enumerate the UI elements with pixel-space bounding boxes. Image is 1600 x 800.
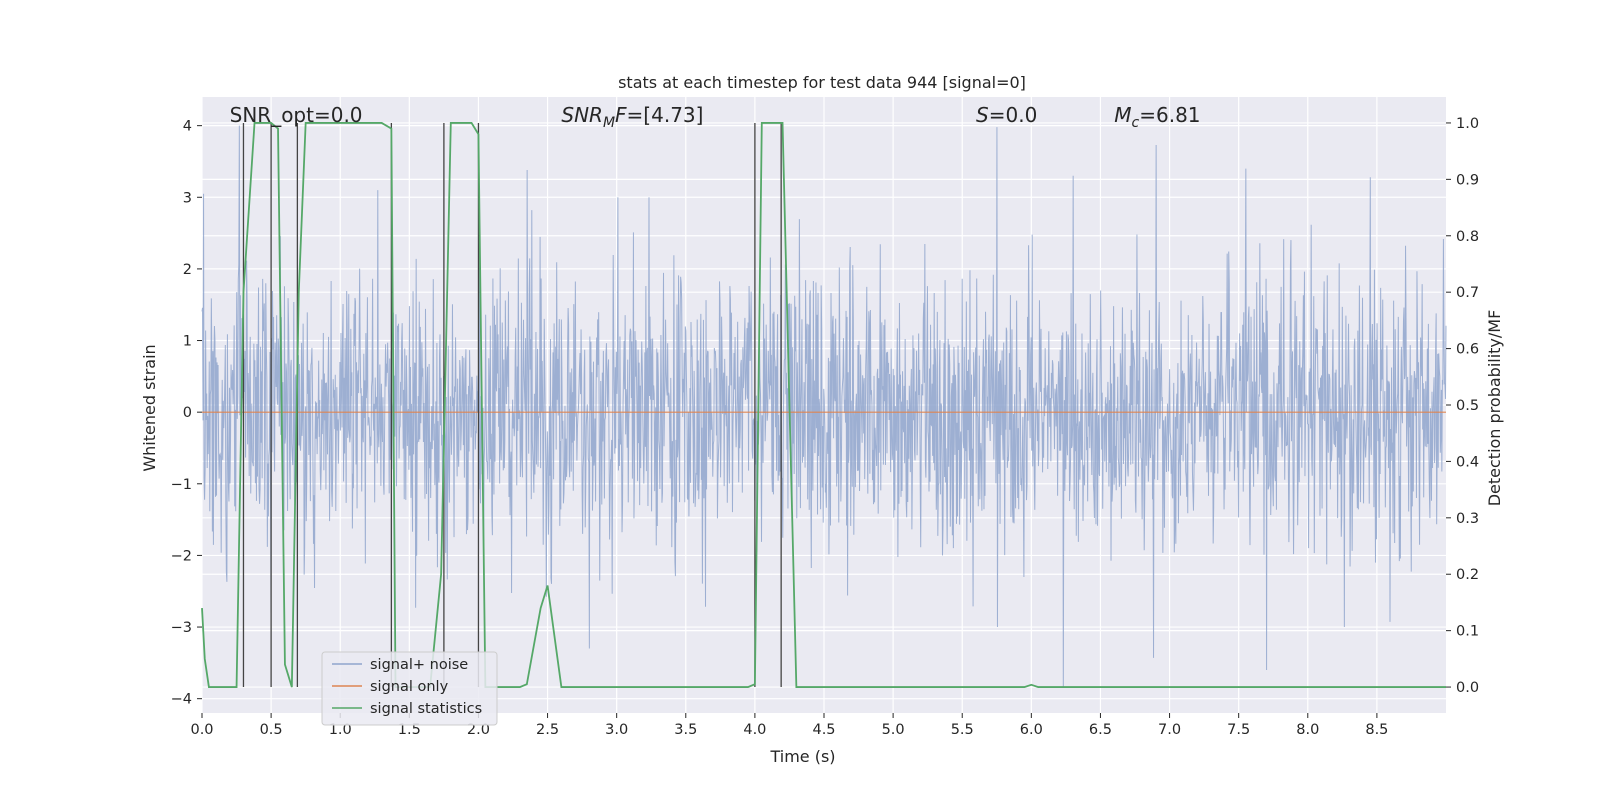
x-tick-label: 5.5 [951,722,974,738]
noise-trace [201,125,1447,688]
y-tick-label: −4 [171,692,192,708]
annotation-math-sub: M [603,115,615,131]
legend-label-signal: signal only [370,679,449,695]
x-axis-ticks: 0.0 0.5 1.0 1.5 2.0 2.5 3.0 3.5 4.0 4.5 5.0 5.5 6.0 6… [190,713,1388,738]
stats-trace [201,122,1446,688]
chart-title: stats at each timestep for test data 944… [618,73,1026,92]
y-tick-label: 2 [183,262,192,278]
annotation-math-rest: =0.0 [989,103,1038,127]
y2-tick-label: 0.2 [1456,567,1479,583]
y-tick-label: −1 [171,477,192,493]
annotation-math-rest: F=[4.73] [615,103,703,127]
y2-axis-ticks: 0.0 0.1 0.2 0.3 0.4 0.5 0.6 0.7 0.8 0.9 1.0 [1446,116,1479,696]
annotations: SNR_opt=0.0 SNRMF=[4.73] S=0.0 Mc=6.81 [230,103,1201,131]
y2-tick-label: 0.4 [1456,454,1479,470]
x-tick-label: 3.0 [605,722,628,738]
annotation-math-f: F [615,103,627,127]
y-tick-label: 0 [183,405,192,421]
x-tick-label: 6.5 [1089,722,1112,738]
annotation-math-rest: =6.81 [1139,103,1200,127]
y2-tick-label: 0.5 [1456,398,1479,414]
x-tick-label: 6.0 [1020,722,1043,738]
y-axis-label: Whitened strain [140,344,159,471]
legend-label-stats: signal statistics [370,701,482,717]
y2-tick-label: 0.3 [1456,511,1479,527]
y-tick-label: 4 [183,119,192,135]
legend-label-noise: signal+ noise [370,657,468,673]
x-tick-label: 7.0 [1158,722,1181,738]
annotation-2: S=0.0 [976,103,1037,127]
legend-box [321,651,498,726]
y-tick-label: 1 [183,334,192,350]
y2-tick-label: 0.6 [1456,342,1479,358]
x-tick-label: 1.5 [398,722,421,738]
x-tick-label: 3.5 [674,722,697,738]
y2-tick-label: 0.8 [1456,229,1479,245]
x-tick-label: 2.0 [467,722,490,738]
annotation-math-base: M [1114,103,1131,127]
y2-tick-label: 0.9 [1456,172,1479,188]
y2-tick-label: 1.0 [1456,116,1479,132]
annotation-3: Mc=6.81 [1114,103,1200,131]
x-axis-label: Time (s) [769,747,835,766]
annotation-1: SNRMF=[4.73] [561,103,703,131]
annotation-math-base: S [976,103,989,127]
x-tick-label: 7.5 [1227,722,1250,738]
y2-tick-label: 0.1 [1456,624,1479,640]
y-tick-label: −3 [171,620,192,636]
x-tick-label: 0.5 [260,722,283,738]
x-tick-label: 8.5 [1365,722,1388,738]
x-tick-label: 4.0 [743,722,766,738]
annotation-math-value: =[4.73] [627,103,704,127]
y-axis-ticks: −4 −3 −2 −1 0 1 2 3 4 [171,119,202,708]
x-tick-label: 4.5 [812,722,835,738]
x-tick-label: 1.0 [329,722,352,738]
x-tick-label: 0.0 [190,722,213,738]
legend: signal+ noise signal only signal statist… [321,651,498,726]
annotation-math-base: SNR [561,103,603,127]
y2-tick-label: 0.7 [1456,285,1479,301]
x-tick-label: 2.5 [536,722,559,738]
annotation-math-sub: c [1132,115,1140,131]
y2-axis-label: Detection probability/MF [1485,310,1504,507]
series-signal-plus-noise [201,125,1447,688]
y-tick-label: −2 [171,548,192,564]
y2-tick-label: 0.0 [1456,680,1479,696]
x-tick-label: 8.0 [1296,722,1319,738]
series-signal-statistics [201,122,1446,688]
x-tick-label: 5.0 [882,722,905,738]
y-tick-label: 3 [183,190,192,206]
annotation-0: SNR_opt=0.0 [230,103,363,127]
